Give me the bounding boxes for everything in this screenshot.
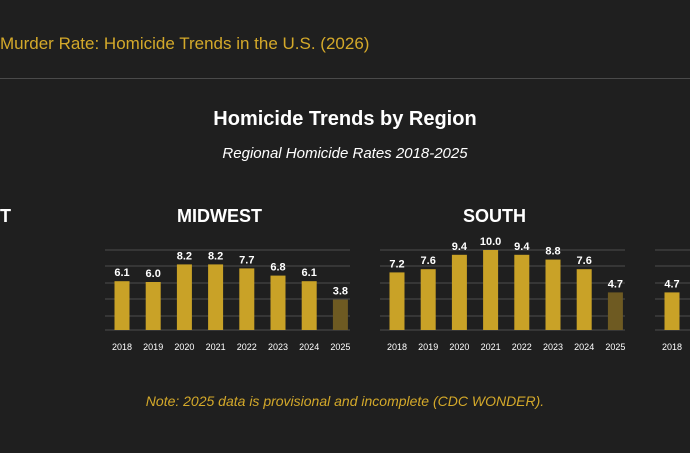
bar-value-label: 8.8: [545, 246, 560, 258]
x-tick-label: 2025: [605, 342, 625, 352]
bar: [332, 299, 348, 330]
bar-value-label: 8.2: [177, 250, 192, 262]
page-header: Murder Rate: Homicide Trends in the U.S.…: [0, 0, 690, 79]
region-title: SOUTH: [463, 206, 526, 226]
chart-main-title: Homicide Trends by Region: [213, 108, 477, 130]
x-tick-label: 2020: [174, 342, 194, 352]
x-tick-label: 2021: [206, 342, 226, 352]
bar: [301, 281, 317, 330]
bar: [514, 254, 530, 330]
bar-value-label: 7.7: [239, 254, 254, 266]
bar: [664, 292, 680, 330]
x-tick-label: 2024: [574, 342, 594, 352]
bar-value-label: 6.8: [270, 262, 285, 274]
bar: [270, 275, 286, 330]
bar: [389, 272, 405, 330]
x-tick-label: 2023: [268, 342, 288, 352]
bar-value-label: 10.0: [480, 236, 501, 248]
bar: [239, 268, 255, 330]
bar-value-label: 4.7: [664, 278, 679, 290]
data-note: Note: 2025 data is provisional and incom…: [145, 393, 545, 409]
x-tick-label: 2018: [387, 342, 407, 352]
x-tick-label: 2022: [512, 342, 532, 352]
bar: [483, 250, 499, 330]
header-title: Murder Rate: Homicide Trends in the U.S.…: [0, 34, 370, 53]
bar: [420, 269, 436, 330]
bar: [576, 269, 592, 330]
x-tick-label: 2019: [418, 342, 438, 352]
bar: [545, 259, 561, 330]
bar: [208, 264, 224, 330]
bar-value-label: 6.1: [114, 267, 129, 279]
bar-value-label: 9.4: [452, 241, 468, 253]
region-title: T: [0, 206, 11, 226]
x-tick-label: 2021: [481, 342, 501, 352]
bar-value-label: 7.6: [421, 255, 436, 267]
x-tick-label: 2022: [237, 342, 257, 352]
bar-value-label: 8.2: [208, 250, 223, 262]
x-tick-label: 2020: [449, 342, 469, 352]
region-title: MIDWEST: [177, 206, 262, 226]
bar-value-label: 3.8: [333, 286, 348, 298]
chart-subtitle: Regional Homicide Rates 2018-2025: [222, 145, 468, 162]
bar-value-label: 9.4: [514, 241, 530, 253]
bar: [114, 281, 130, 330]
x-tick-label: 2023: [543, 342, 563, 352]
bar-value-label: 6.1: [302, 267, 317, 279]
x-tick-label: 2018: [662, 342, 682, 352]
x-tick-label: 2018: [112, 342, 132, 352]
x-tick-label: 2025: [330, 342, 350, 352]
bar: [145, 282, 161, 330]
x-tick-label: 2019: [143, 342, 163, 352]
bar-value-label: 7.2: [389, 258, 404, 270]
bar-value-label: 4.7: [608, 278, 623, 290]
bar: [607, 292, 623, 330]
bar-value-label: 7.6: [577, 255, 592, 267]
bar-value-label: 6.0: [146, 268, 161, 280]
bar: [176, 264, 192, 330]
x-tick-label: 2024: [299, 342, 319, 352]
bar: [451, 254, 467, 330]
